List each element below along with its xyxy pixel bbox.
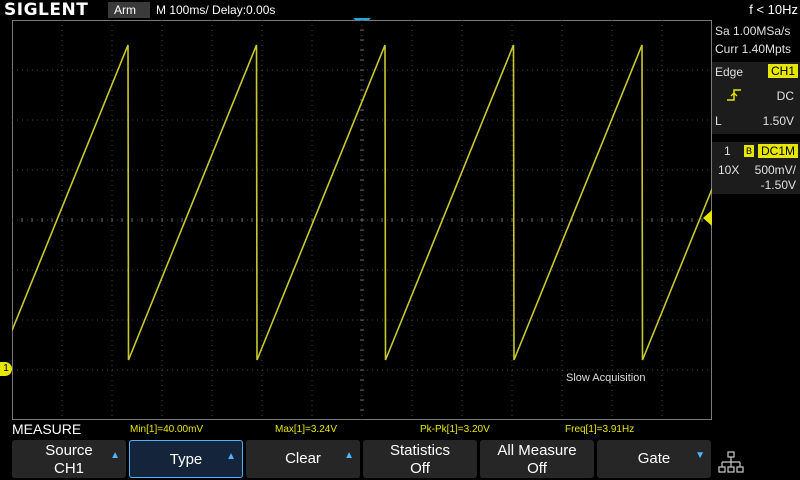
trigger-state-badge: Arm	[108, 2, 150, 18]
bandwidth-limit-badge: B	[744, 145, 754, 157]
trigger-level-label: L	[715, 114, 722, 128]
trigger-source: CH1	[767, 64, 798, 78]
brand-logo: SIGLENT	[4, 0, 89, 20]
trigger-type: Edge	[715, 65, 744, 79]
gate-softkey[interactable]: Gate ▼	[597, 440, 711, 478]
trigger-info[interactable]: Edge CH1 DC L 1.50V	[712, 62, 800, 134]
up-arrow-icon: ▲	[344, 450, 354, 461]
waveform-display[interactable]	[12, 20, 712, 420]
channel1-info[interactable]: 1 B DC1M 10X 500mV/ -1.50V	[712, 142, 800, 194]
softkey-label: Clear	[285, 450, 321, 467]
top-status-bar	[0, 0, 800, 20]
ch1-marker-label: 1	[3, 363, 9, 374]
source-softkey[interactable]: Source CH1 ▲	[12, 440, 126, 478]
probe-attenuation: 10X	[718, 163, 740, 177]
softkey-label: Statistics	[389, 442, 450, 459]
frequency-counter: f < 10Hz	[749, 2, 798, 17]
channel-coupling: DC1M	[757, 144, 798, 158]
softkey-value: Off	[527, 460, 547, 477]
down-arrow-icon: ▼	[695, 450, 705, 461]
softkey-value: Off	[410, 460, 430, 477]
trigger-coupling: DC	[776, 89, 794, 103]
up-arrow-icon: ▲	[226, 451, 236, 462]
up-arrow-icon: ▲	[110, 450, 120, 461]
channel-number: 1	[724, 144, 731, 158]
measure-bar	[0, 420, 800, 438]
softkey-label: Source	[45, 442, 93, 459]
measure-max: Max[1]=3.24V	[275, 424, 337, 435]
trigger-level-marker[interactable]	[703, 210, 713, 226]
rising-edge-icon	[727, 89, 741, 101]
sample-rate: Sa 1.00MSa/s	[715, 24, 791, 38]
measure-pkpk: Pk-Pk[1]=3.20V	[420, 424, 490, 435]
delay-value: Delay:0.00s	[212, 3, 276, 17]
trigger-level-value: 1.50V	[762, 114, 794, 128]
clear-softkey[interactable]: Clear ▲	[246, 440, 360, 478]
menu-title: MEASURE	[12, 421, 82, 437]
softkey-label: Gate	[637, 450, 671, 467]
volts-per-div: 500mV/	[754, 163, 796, 177]
acquisition-info[interactable]: Sa 1.00MSa/s Curr 1.40Mpts	[712, 20, 800, 62]
softkey-value: CH1	[53, 460, 84, 477]
all-measure-softkey[interactable]: All Measure Off	[480, 440, 594, 478]
graticule	[12, 20, 712, 420]
timebase-readout: M 100ms/ Delay:0.00s	[156, 2, 275, 18]
type-softkey[interactable]: Type ▲	[129, 440, 243, 478]
statistics-softkey[interactable]: Statistics Off	[363, 440, 477, 478]
acquisition-status: Slow Acquisition	[566, 372, 646, 384]
memory-depth: Curr 1.40Mpts	[715, 42, 792, 56]
timebase-value: M 100ms/	[156, 3, 209, 17]
measure-min: Min[1]=40.00mV	[130, 424, 204, 435]
softkey-label: All Measure	[497, 442, 577, 459]
softkey-label: Type	[169, 451, 203, 468]
measure-freq: Freq[1]=3.91Hz	[565, 424, 635, 435]
ch1-ground-marker[interactable]: 1	[0, 362, 12, 376]
network-icon[interactable]	[718, 450, 744, 476]
ch1-trace	[12, 44, 712, 361]
channel-offset: -1.50V	[760, 178, 796, 192]
